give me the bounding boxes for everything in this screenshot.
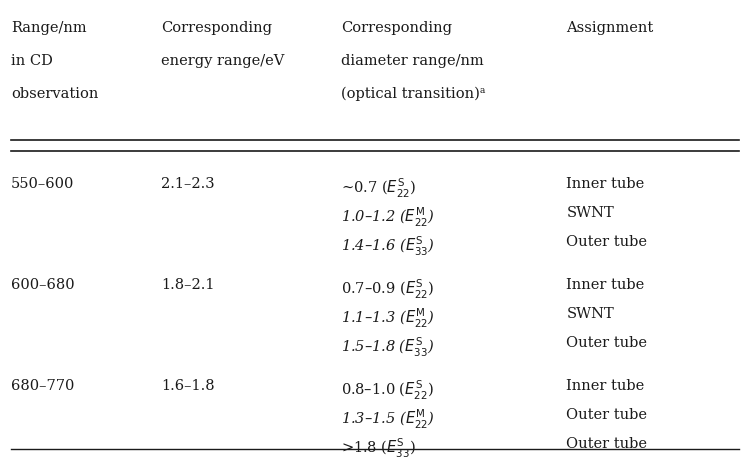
Text: Inner tube: Inner tube xyxy=(566,379,644,393)
Text: >1.8 ($E_{33}^{\mathrm{S}}$): >1.8 ($E_{33}^{\mathrm{S}}$) xyxy=(341,437,416,459)
Text: Range/nm: Range/nm xyxy=(11,21,87,35)
Text: Outer tube: Outer tube xyxy=(566,336,647,350)
Text: diameter range/nm: diameter range/nm xyxy=(341,54,484,68)
Text: 680–770: 680–770 xyxy=(11,379,74,393)
Text: (optical transition)ᵃ: (optical transition)ᵃ xyxy=(341,87,486,101)
Text: 1.1–1.3 ($E_{22}^{\mathrm{M}}$): 1.1–1.3 ($E_{22}^{\mathrm{M}}$) xyxy=(341,307,435,330)
Text: 0.8–1.0 ($E_{22}^{\mathrm{S}}$): 0.8–1.0 ($E_{22}^{\mathrm{S}}$) xyxy=(341,379,434,402)
Text: 1.4–1.6 ($E_{33}^{\mathrm{S}}$): 1.4–1.6 ($E_{33}^{\mathrm{S}}$) xyxy=(341,235,435,258)
Text: Inner tube: Inner tube xyxy=(566,278,644,292)
Text: 600–680: 600–680 xyxy=(11,278,75,292)
Text: SWNT: SWNT xyxy=(566,307,614,321)
Text: Corresponding: Corresponding xyxy=(161,21,272,35)
Text: 1.6–1.8: 1.6–1.8 xyxy=(161,379,214,393)
Text: SWNT: SWNT xyxy=(566,206,614,220)
Text: 550–600: 550–600 xyxy=(11,177,74,191)
Text: in CD: in CD xyxy=(11,54,53,68)
Text: observation: observation xyxy=(11,87,99,101)
Text: ∼0.7 ($E_{22}^{\mathrm{S}}$): ∼0.7 ($E_{22}^{\mathrm{S}}$) xyxy=(341,177,416,200)
Text: Outer tube: Outer tube xyxy=(566,437,647,451)
Text: energy range/eV: energy range/eV xyxy=(161,54,285,68)
Text: Outer tube: Outer tube xyxy=(566,408,647,422)
Text: Assignment: Assignment xyxy=(566,21,653,35)
Text: Corresponding: Corresponding xyxy=(341,21,452,35)
Text: Inner tube: Inner tube xyxy=(566,177,644,191)
Text: 0.7–0.9 ($E_{22}^{\mathrm{S}}$): 0.7–0.9 ($E_{22}^{\mathrm{S}}$) xyxy=(341,278,435,301)
Text: 1.0–1.2 ($E_{22}^{\mathrm{M}}$): 1.0–1.2 ($E_{22}^{\mathrm{M}}$) xyxy=(341,206,435,229)
Text: 1.3–1.5 ($E_{22}^{\mathrm{M}}$): 1.3–1.5 ($E_{22}^{\mathrm{M}}$) xyxy=(341,408,435,431)
Text: 2.1–2.3: 2.1–2.3 xyxy=(161,177,214,191)
Text: 1.5–1.8 ($E_{33}^{\mathrm{S}}$): 1.5–1.8 ($E_{33}^{\mathrm{S}}$) xyxy=(341,336,435,359)
Text: 1.8–2.1: 1.8–2.1 xyxy=(161,278,214,292)
Text: Outer tube: Outer tube xyxy=(566,235,647,249)
